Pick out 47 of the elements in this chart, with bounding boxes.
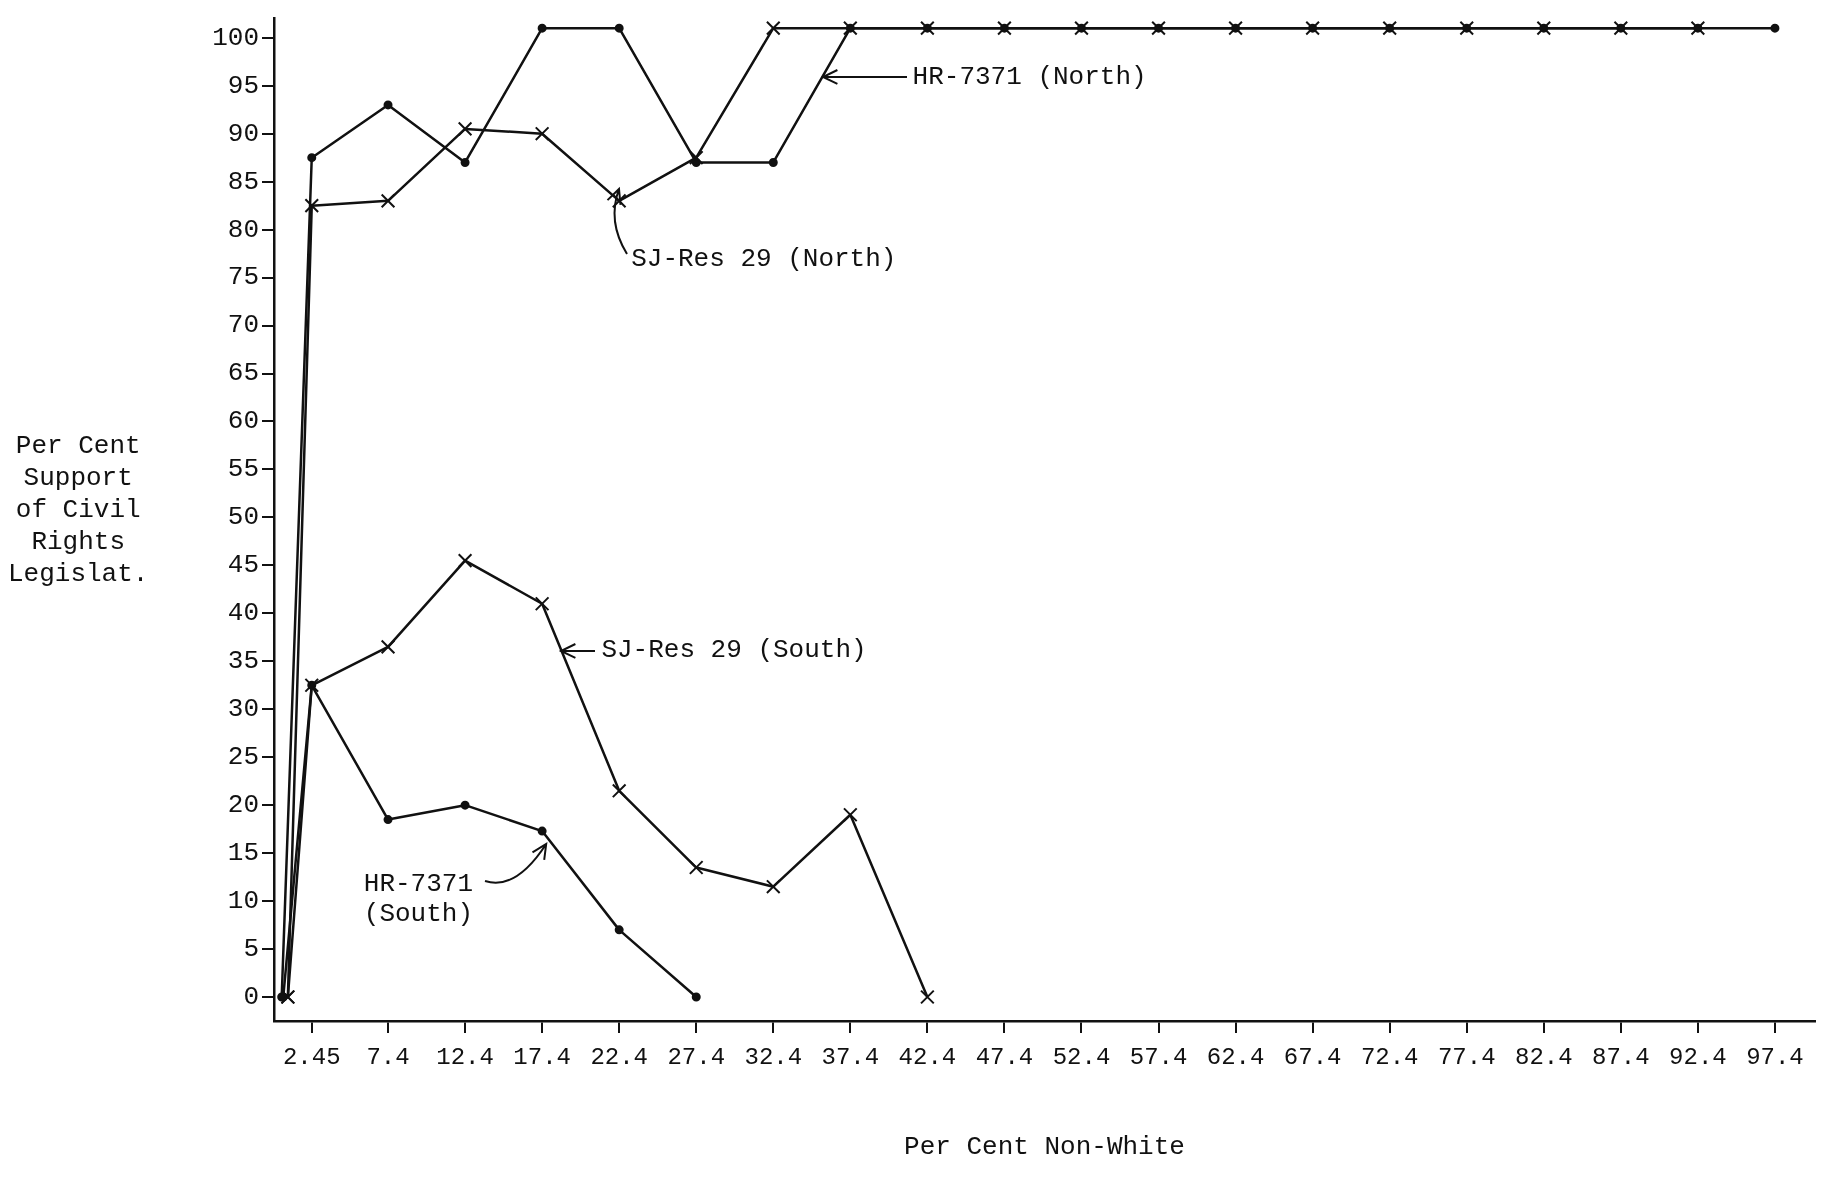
legend-label: HR-7371 (North) [912, 61, 1147, 92]
x-tick-label: 77.4 [1437, 1043, 1496, 1071]
series-label: HR-7371 (South) [362, 869, 474, 929]
y-axis-title: Per Cent Support of Civil Rights Legislat. [8, 430, 149, 590]
x-tick-label: 87.4 [1592, 1043, 1650, 1071]
y-tick-label: 50 [227, 502, 259, 533]
x-axis-title: Per Cent Non-White [904, 1132, 1185, 1163]
x-tick-label: 67.4 [1283, 1043, 1342, 1071]
y-tick-label: 85 [227, 166, 259, 197]
y-tick-label: 60 [227, 406, 259, 437]
x-tick-label: 37.4 [821, 1043, 880, 1071]
y-tick-label: 35 [227, 646, 259, 677]
y-tick-label: 30 [227, 694, 259, 725]
y-tick-label: 100 [212, 22, 259, 53]
y-tick-label: 55 [227, 454, 259, 485]
x-tick-label: 12.4 [436, 1043, 494, 1071]
y-tick-label: 5 [243, 933, 259, 964]
x-tick-label: 32.4 [744, 1043, 803, 1071]
y-tick-label: 25 [227, 742, 259, 773]
x-tick-label: 42.4 [898, 1043, 957, 1071]
y-tick-label: 65 [227, 358, 259, 389]
y-tick-label: 40 [227, 598, 259, 629]
y-tick-label: 90 [227, 118, 259, 149]
x-tick-label: 92.4 [1669, 1043, 1727, 1071]
y-tick-label: 20 [227, 790, 259, 821]
x-tick-label: 97.4 [1746, 1043, 1804, 1071]
y-tick-label: 0 [243, 981, 259, 1012]
x-tick-label: 62.4 [1206, 1043, 1265, 1071]
x-tick-label: 52.4 [1052, 1043, 1111, 1071]
y-tick-label: 75 [227, 262, 259, 293]
x-tick-label: 47.4 [975, 1043, 1034, 1071]
series-label: SJ-Res 29 (North) [631, 243, 897, 274]
x-tick-label: 17.4 [513, 1043, 571, 1071]
legend-label: SJ-Res 29 (South) [601, 635, 867, 666]
x-tick-label: 7.4 [366, 1043, 410, 1071]
y-tick-label: 45 [227, 550, 259, 581]
x-tick-label: 2.45 [282, 1043, 341, 1071]
x-tick-label: 27.4 [667, 1043, 726, 1071]
x-tick-label: 57.4 [1129, 1043, 1188, 1071]
y-tick-label: 70 [227, 310, 259, 341]
x-tick-label: 82.4 [1514, 1043, 1573, 1071]
x-tick-label: 22.4 [590, 1043, 648, 1071]
x-tick-label: 72.4 [1360, 1043, 1419, 1071]
y-tick-label: 80 [227, 214, 259, 245]
y-tick-label: 95 [227, 70, 259, 101]
y-tick-label: 15 [227, 838, 259, 869]
y-tick-label: 10 [227, 885, 259, 916]
